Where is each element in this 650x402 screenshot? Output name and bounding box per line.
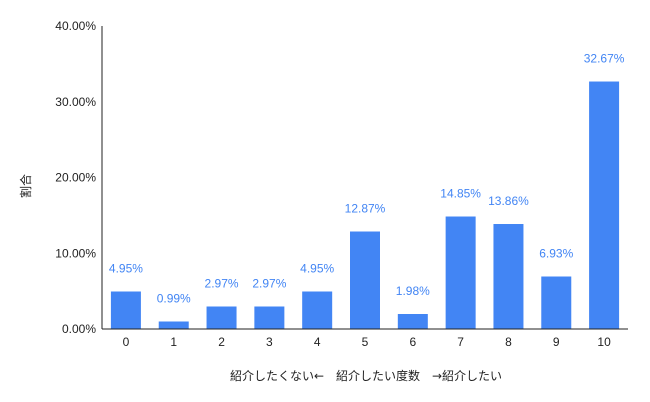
y-axis-title: 割合 (18, 174, 33, 198)
bar (493, 224, 524, 329)
bar (397, 314, 428, 329)
x-tick-label: 10 (597, 335, 611, 349)
bars (110, 81, 620, 329)
bar (254, 306, 285, 329)
data-label: 14.85% (440, 187, 481, 201)
data-label: 32.67% (584, 52, 625, 66)
x-tick-label: 9 (553, 335, 560, 349)
bar (110, 291, 141, 329)
data-label: 4.95% (300, 262, 334, 276)
data-label: 4.95% (109, 262, 143, 276)
data-label: 0.99% (157, 292, 191, 306)
x-tick-label: 6 (409, 335, 416, 349)
bar (206, 306, 237, 329)
data-label: 6.93% (539, 247, 573, 261)
bar (302, 291, 333, 329)
bar (158, 321, 189, 329)
y-tick-label: 0.00% (62, 322, 96, 336)
data-label: 2.97% (252, 277, 286, 291)
y-tick-label: 30.00% (55, 95, 96, 109)
x-tick-label: 4 (314, 335, 321, 349)
bar (350, 231, 380, 329)
x-axis: 0 1 2 3 4 5 6 7 8 9 10 (102, 328, 628, 349)
x-tick-label: 3 (266, 335, 273, 349)
data-labels: 4.95% 0.99% 2.97% 2.97% 4.95% 12.87% 1.98% 14.8… (109, 52, 625, 306)
x-tick-label: 0 (123, 335, 130, 349)
data-label: 13.86% (488, 194, 529, 208)
bar (589, 81, 620, 329)
x-tick-label: 1 (170, 335, 177, 349)
bar (541, 276, 572, 329)
data-label: 2.97% (205, 277, 239, 291)
y-tick-label: 40.00% (55, 19, 96, 33)
y-tick-label: 20.00% (55, 171, 96, 185)
data-label: 12.87% (345, 202, 386, 216)
x-tick-label: 7 (457, 335, 464, 349)
y-axis: 0.00% 10.00% 20.00% 30.00% 40.00% (55, 19, 103, 336)
x-tick-label: 2 (218, 335, 225, 349)
bar (445, 216, 476, 329)
y-tick-label: 10.00% (55, 246, 96, 260)
x-tick-label: 5 (362, 335, 369, 349)
x-tick-label: 8 (505, 335, 512, 349)
data-label: 1.98% (396, 284, 430, 298)
x-axis-title: 紹介したくない← 紹介したい度数 →紹介したい (230, 368, 502, 383)
